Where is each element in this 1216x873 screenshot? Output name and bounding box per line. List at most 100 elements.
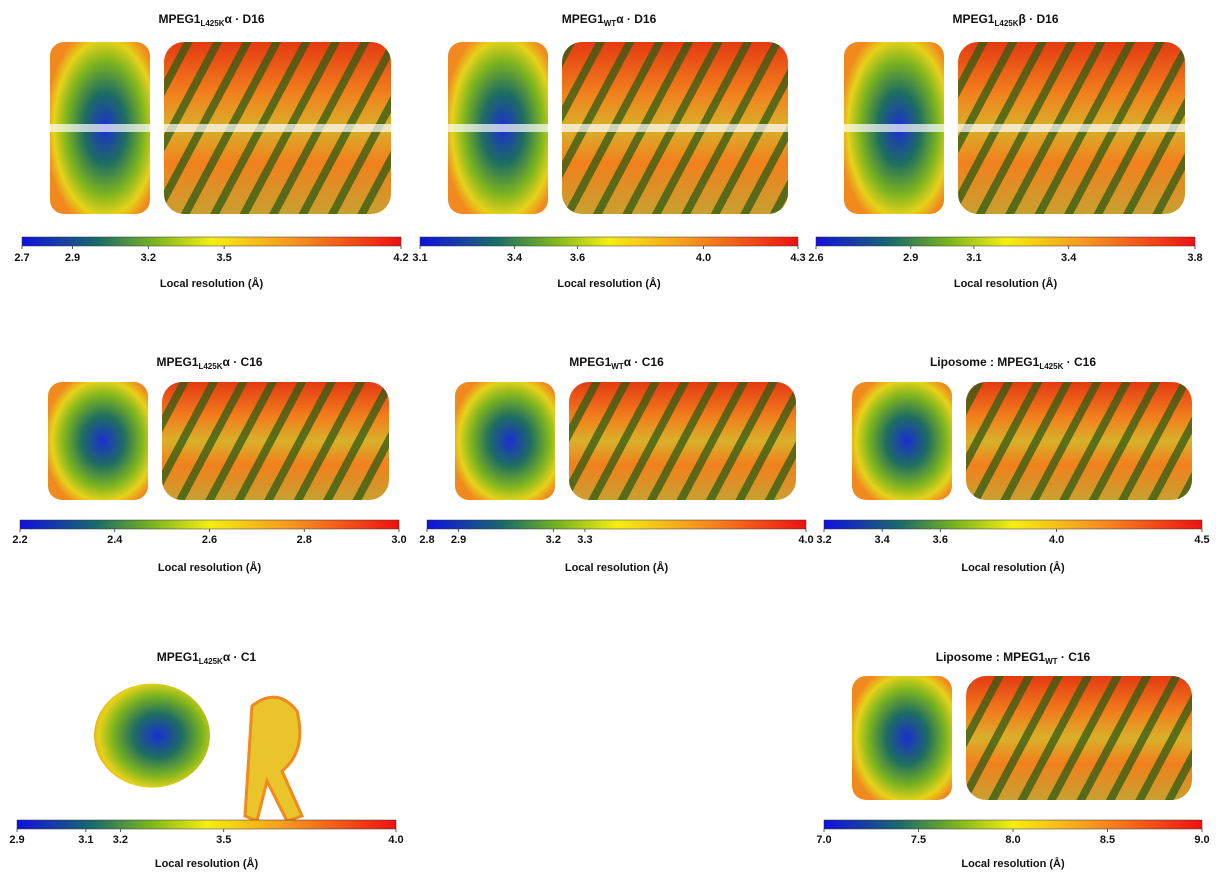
title-subscript: WT	[604, 19, 617, 28]
colorbar-tick-label: 4.0	[1049, 534, 1064, 546]
title-suffix: α · C16	[624, 355, 664, 369]
colorbar-tick-label: 4.3	[790, 252, 805, 264]
title-main: MPEG1	[158, 12, 200, 26]
map-cutaway	[852, 382, 952, 500]
colorbar	[420, 237, 798, 246]
panel-title: MPEG1L425Kα · C16	[156, 355, 262, 371]
panel-title: MPEG1L425Kβ · D16	[952, 12, 1058, 28]
colorbar-tick-label: 3.2	[141, 252, 156, 264]
title-main: MPEG1	[562, 12, 604, 26]
colorbar-tick-label: 3.6	[933, 534, 948, 546]
title-suffix: β · D16	[1019, 12, 1059, 26]
colorbar-tick-label: 3.6	[570, 252, 585, 264]
title-subscript: L425K	[994, 19, 1018, 28]
title-subscript: L425K	[198, 362, 222, 371]
colorbar-tick-label: 3.1	[412, 252, 427, 264]
title-subscript: L425K	[199, 657, 223, 666]
panel-title: Liposome : MPEG1WT · C16	[936, 650, 1091, 666]
colorbar-tick-label: 2.9	[9, 834, 24, 846]
map-monomer	[245, 697, 302, 821]
colorbar-tick-label: 2.4	[107, 534, 123, 546]
map-cutaway	[48, 382, 148, 500]
colorbar-label: Local resolution (Å)	[565, 561, 669, 574]
colorbar-label: Local resolution (Å)	[155, 857, 259, 870]
colorbar	[20, 520, 399, 529]
colorbar-tick-label: 2.6	[808, 252, 823, 264]
colorbar-tick-label: 3.1	[966, 252, 981, 264]
title-suffix: · C16	[1058, 650, 1091, 664]
panel: MPEG1L425Kα · C16 2.2 2.4 2.6 2.8 3.0 Local re…	[12, 355, 406, 574]
colorbar-label: Local resolution (Å)	[158, 561, 262, 574]
colorbar-tick-label: 4.0	[696, 252, 711, 264]
colorbar	[816, 237, 1195, 246]
colorbar-tick-label: 3.2	[113, 834, 128, 846]
panel: Liposome : MPEG1L425K · C16 3.2 3.4 3.6 4.0 4…	[816, 355, 1209, 574]
map-membrane-gap	[50, 124, 391, 132]
colorbar-tick-label: 3.2	[546, 534, 561, 546]
panel-title: Liposome : MPEG1L425K · C16	[930, 355, 1096, 371]
page: {"panels": [ {"title": {"main": "MPEG1",…	[0, 0, 1216, 873]
title-subscript: WT	[611, 362, 624, 371]
colorbar-tick-label: 8.0	[1005, 834, 1020, 846]
panel-title: MPEG1L425Kα · D16	[158, 12, 264, 28]
colorbar-tick-label: 4.2	[393, 252, 408, 264]
colorbar-label: Local resolution (Å)	[160, 277, 264, 290]
colorbar-tick-label: 2.9	[451, 534, 466, 546]
title-suffix: α · D16	[224, 12, 264, 26]
colorbar-label: Local resolution (Å)	[557, 277, 661, 290]
title-subscript: L425K	[200, 19, 224, 28]
colorbar-tick-label: 3.8	[1187, 252, 1202, 264]
map-barrel-texture	[966, 676, 1192, 800]
colorbar-tick-label: 3.4	[875, 534, 891, 546]
colorbar-tick-label: 4.0	[798, 534, 813, 546]
title-suffix: α · C16	[222, 355, 262, 369]
colorbar-tick-label: 7.5	[911, 834, 926, 846]
map-cutaway	[455, 382, 555, 500]
colorbar-tick-label: 2.8	[419, 534, 434, 546]
title-main: MPEG1	[157, 650, 199, 664]
colorbar-tick-label: 2.6	[202, 534, 217, 546]
colorbar-tick-label: 9.0	[1194, 834, 1209, 846]
colorbar-tick-label: 3.4	[507, 252, 523, 264]
panel-title: MPEG1WTα · D16	[562, 12, 657, 28]
map-membrane-gap	[448, 124, 788, 132]
colorbar-tick-label: 2.9	[65, 252, 80, 264]
colorbar	[17, 820, 396, 829]
colorbar-tick-label: 3.5	[216, 252, 231, 264]
map-barrel-texture	[569, 382, 796, 500]
title-main: MPEG1	[952, 12, 994, 26]
colorbar-tick-label: 3.3	[577, 534, 592, 546]
colorbar-tick-label: 2.2	[12, 534, 27, 546]
title-subscript: WT	[1045, 657, 1058, 666]
map-cutaway	[852, 676, 952, 800]
colorbar-tick-label: 3.1	[78, 834, 93, 846]
colorbar-tick-label: 2.8	[297, 534, 312, 546]
colorbar	[22, 237, 401, 246]
colorbar-tick-label: 2.7	[14, 252, 29, 264]
colorbar-label: Local resolution (Å)	[961, 561, 1065, 574]
title-suffix: · C16	[1063, 355, 1096, 369]
colorbar-tick-label: 8.5	[1100, 834, 1115, 846]
colorbar-tick-label: 3.5	[216, 834, 231, 846]
panel-title: MPEG1WTα · C16	[569, 355, 664, 371]
colorbar-label: Local resolution (Å)	[954, 277, 1058, 290]
panel-title: MPEG1L425Kα · C1	[157, 650, 257, 666]
colorbar-label: Local resolution (Å)	[961, 857, 1065, 870]
figure: MPEG1L425Kα · D162.72.93.23.54.2Local re…	[0, 0, 1216, 873]
colorbar-tick-label: 3.0	[391, 534, 406, 546]
map-section	[94, 683, 210, 787]
title-suffix: α · C1	[223, 650, 257, 664]
title-main: MPEG1	[569, 355, 611, 369]
colorbar-tick-label: 7.0	[816, 834, 831, 846]
colorbar-tick-label: 4.5	[1194, 534, 1209, 546]
colorbar-tick-label: 3.4	[1061, 252, 1077, 264]
colorbar-tick-label: 3.2	[816, 534, 831, 546]
map-membrane-gap	[844, 124, 1185, 132]
panel: MPEG1WTα · C16 2.8 2.9 3.2 3.3 4.0 Local resol…	[419, 355, 813, 574]
title-main: MPEG1	[156, 355, 198, 369]
map-barrel-texture	[162, 382, 389, 500]
title-suffix: α · D16	[616, 12, 656, 26]
colorbar	[824, 820, 1202, 829]
